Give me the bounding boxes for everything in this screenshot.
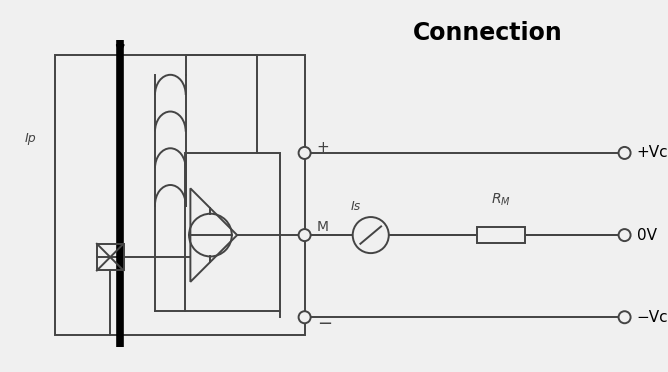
Circle shape (299, 147, 311, 159)
Circle shape (619, 229, 631, 241)
Circle shape (619, 147, 631, 159)
Text: +: + (317, 140, 329, 155)
Circle shape (299, 229, 311, 241)
Bar (55, 55, 305, 335)
Text: $R_M$: $R_M$ (491, 192, 511, 208)
Text: Is: Is (351, 200, 361, 213)
Text: −: − (317, 315, 332, 333)
Bar (185, 153, 280, 311)
Text: M: M (317, 220, 329, 234)
Text: −Vc: −Vc (637, 310, 668, 325)
Text: 0V: 0V (637, 228, 657, 243)
Bar (477, 227, 525, 243)
Circle shape (353, 217, 389, 253)
Text: +Vc: +Vc (637, 145, 668, 160)
Bar (97, 244, 124, 270)
Circle shape (619, 311, 631, 323)
Text: Ip: Ip (24, 132, 36, 145)
Circle shape (299, 311, 311, 323)
Text: Connection: Connection (413, 21, 562, 45)
